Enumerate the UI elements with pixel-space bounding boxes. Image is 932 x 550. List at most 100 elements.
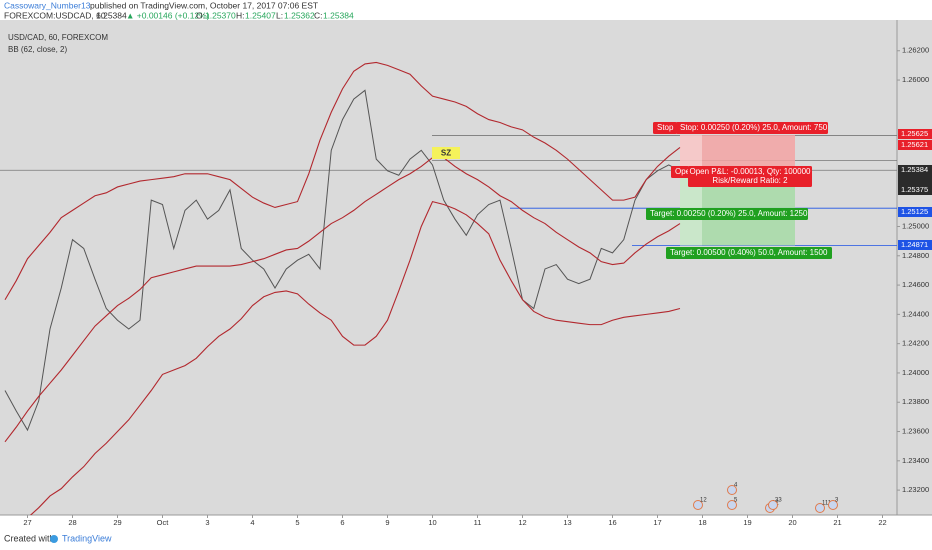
stop-zone bbox=[680, 134, 795, 171]
price-label: 1.25625 bbox=[901, 129, 928, 138]
low-label: L: bbox=[276, 10, 283, 20]
footer-created: Created with bbox=[4, 533, 55, 543]
event-icon[interactable] bbox=[727, 485, 737, 495]
change: ▲ +0.00146 (+0.12%) bbox=[126, 10, 210, 20]
high-label: H: bbox=[236, 10, 245, 20]
y-tick-label: 1.23800 bbox=[902, 397, 929, 406]
plot-area bbox=[0, 20, 897, 515]
y-tick-label: 1.23400 bbox=[902, 456, 929, 465]
x-tick-label: 28 bbox=[68, 518, 76, 527]
close-value: 1.25384 bbox=[323, 10, 354, 20]
footer-brand[interactable]: TradingView bbox=[62, 533, 112, 543]
x-tick-label: 6 bbox=[340, 518, 344, 527]
zone-label: SZ bbox=[432, 147, 460, 159]
x-tick-label: 3 bbox=[205, 518, 209, 527]
x-tick-label: 29 bbox=[113, 518, 121, 527]
open-label: O: bbox=[196, 10, 205, 20]
y-axis-area bbox=[897, 20, 932, 515]
brand-icon bbox=[50, 535, 58, 543]
stop-tag: Stop bbox=[657, 123, 674, 132]
high-value: 1.25407 bbox=[245, 10, 276, 20]
x-tick-label: 5 bbox=[295, 518, 299, 527]
ratio-info: Risk/Reward Ratio: 2 bbox=[712, 176, 788, 185]
y-tick-label: 1.24800 bbox=[902, 251, 929, 260]
zone-label-text: SZ bbox=[441, 149, 451, 158]
price-label: 1.25621 bbox=[901, 140, 928, 149]
bollinger-band bbox=[4, 157, 681, 443]
author[interactable]: Cassowary_Number13 bbox=[4, 0, 91, 10]
y-tick-label: 1.23200 bbox=[902, 485, 929, 494]
event-count: 5 bbox=[734, 498, 738, 504]
x-tick-label: 17 bbox=[653, 518, 661, 527]
event-count: 12 bbox=[700, 498, 707, 504]
price-label: 1.24871 bbox=[901, 240, 928, 249]
zone-shade bbox=[680, 134, 702, 246]
price-label-box bbox=[898, 240, 932, 250]
y-tick-label: 1.25000 bbox=[902, 221, 929, 230]
last-price: 1.25384 bbox=[96, 10, 127, 20]
x-tick-label: Oct bbox=[157, 518, 170, 527]
x-tick-label: 12 bbox=[518, 518, 526, 527]
price-label-box bbox=[898, 207, 932, 217]
x-tick-label: 20 bbox=[788, 518, 796, 527]
open-info: Open P&L: -0.00013, Qty: 100000 bbox=[690, 167, 812, 176]
price-label: 1.25375 bbox=[901, 185, 928, 194]
countdown-box bbox=[898, 175, 932, 185]
event-count: 33 bbox=[775, 498, 782, 504]
x-tick-label: 13 bbox=[563, 518, 571, 527]
event-icon[interactable] bbox=[693, 500, 703, 510]
x-tick-label: 16 bbox=[608, 518, 616, 527]
close-label: C: bbox=[314, 10, 323, 20]
bollinger-band bbox=[29, 200, 681, 515]
stop-tag-box bbox=[653, 122, 677, 134]
target1-info: Target: 0.00250 (0.20%) 25.0, Amount: 12… bbox=[650, 209, 808, 218]
y-tick-label: 1.24200 bbox=[902, 339, 929, 348]
stop-info: Stop: 0.00250 (0.20%) 25.0, Amount: 750 bbox=[680, 123, 828, 132]
x-tick-label: 22 bbox=[878, 518, 886, 527]
legend-instrument: USD/CAD, 60, FOREXCOM bbox=[8, 33, 108, 42]
legend-indicator: BB (62, close, 2) bbox=[8, 45, 67, 54]
target2-info: Target: 0.00500 (0.40%) 50.0, Amount: 15… bbox=[670, 248, 828, 257]
event-icon[interactable] bbox=[727, 500, 737, 510]
stop-info-box bbox=[676, 122, 828, 134]
zone-label-box bbox=[432, 147, 460, 159]
y-tick-label: 1.24600 bbox=[902, 280, 929, 289]
open-value: 1.25370 bbox=[205, 10, 236, 20]
event-count: 111 bbox=[822, 501, 832, 507]
price-label-box bbox=[898, 165, 932, 175]
symbol: FOREXCOM:USDCAD, 60 bbox=[4, 10, 106, 20]
open-box bbox=[688, 166, 812, 187]
event-count: 3 bbox=[835, 498, 839, 504]
x-tick-label: 21 bbox=[833, 518, 841, 527]
x-tick-label: 18 bbox=[698, 518, 706, 527]
event-icon[interactable] bbox=[815, 503, 825, 513]
bollinger-band bbox=[4, 61, 681, 300]
price-line bbox=[4, 89, 681, 432]
event-count: 4 bbox=[734, 483, 738, 489]
open-cut: Ope bbox=[675, 167, 691, 176]
event-icon[interactable] bbox=[828, 500, 838, 510]
price-label: 1.25125 bbox=[901, 207, 928, 216]
x-tick-label: 10 bbox=[428, 518, 436, 527]
y-tick-label: 1.26000 bbox=[902, 75, 929, 84]
x-tick-label: 27 bbox=[23, 518, 31, 527]
open-cut-box bbox=[671, 166, 689, 178]
x-tick-label: 19 bbox=[743, 518, 751, 527]
published: published on TradingView.com, October 17… bbox=[90, 0, 318, 10]
y-tick-label: 1.24000 bbox=[902, 368, 929, 377]
price-label-box bbox=[898, 185, 932, 195]
event-icon[interactable] bbox=[768, 500, 778, 510]
price-label-box bbox=[898, 140, 932, 150]
x-tick-label: 4 bbox=[250, 518, 254, 527]
target1-info-box bbox=[646, 208, 808, 220]
target2-info-box bbox=[666, 247, 832, 259]
x-tick-label: 9 bbox=[385, 518, 389, 527]
y-tick-label: 1.24400 bbox=[902, 309, 929, 318]
y-tick-label: 1.23600 bbox=[902, 427, 929, 436]
low-value: 1.25362 bbox=[284, 10, 315, 20]
x-tick-label: 11 bbox=[474, 518, 482, 527]
y-tick-label: 1.26200 bbox=[902, 46, 929, 55]
price-label: 1.25384 bbox=[901, 165, 928, 174]
price-label-box bbox=[898, 129, 932, 139]
